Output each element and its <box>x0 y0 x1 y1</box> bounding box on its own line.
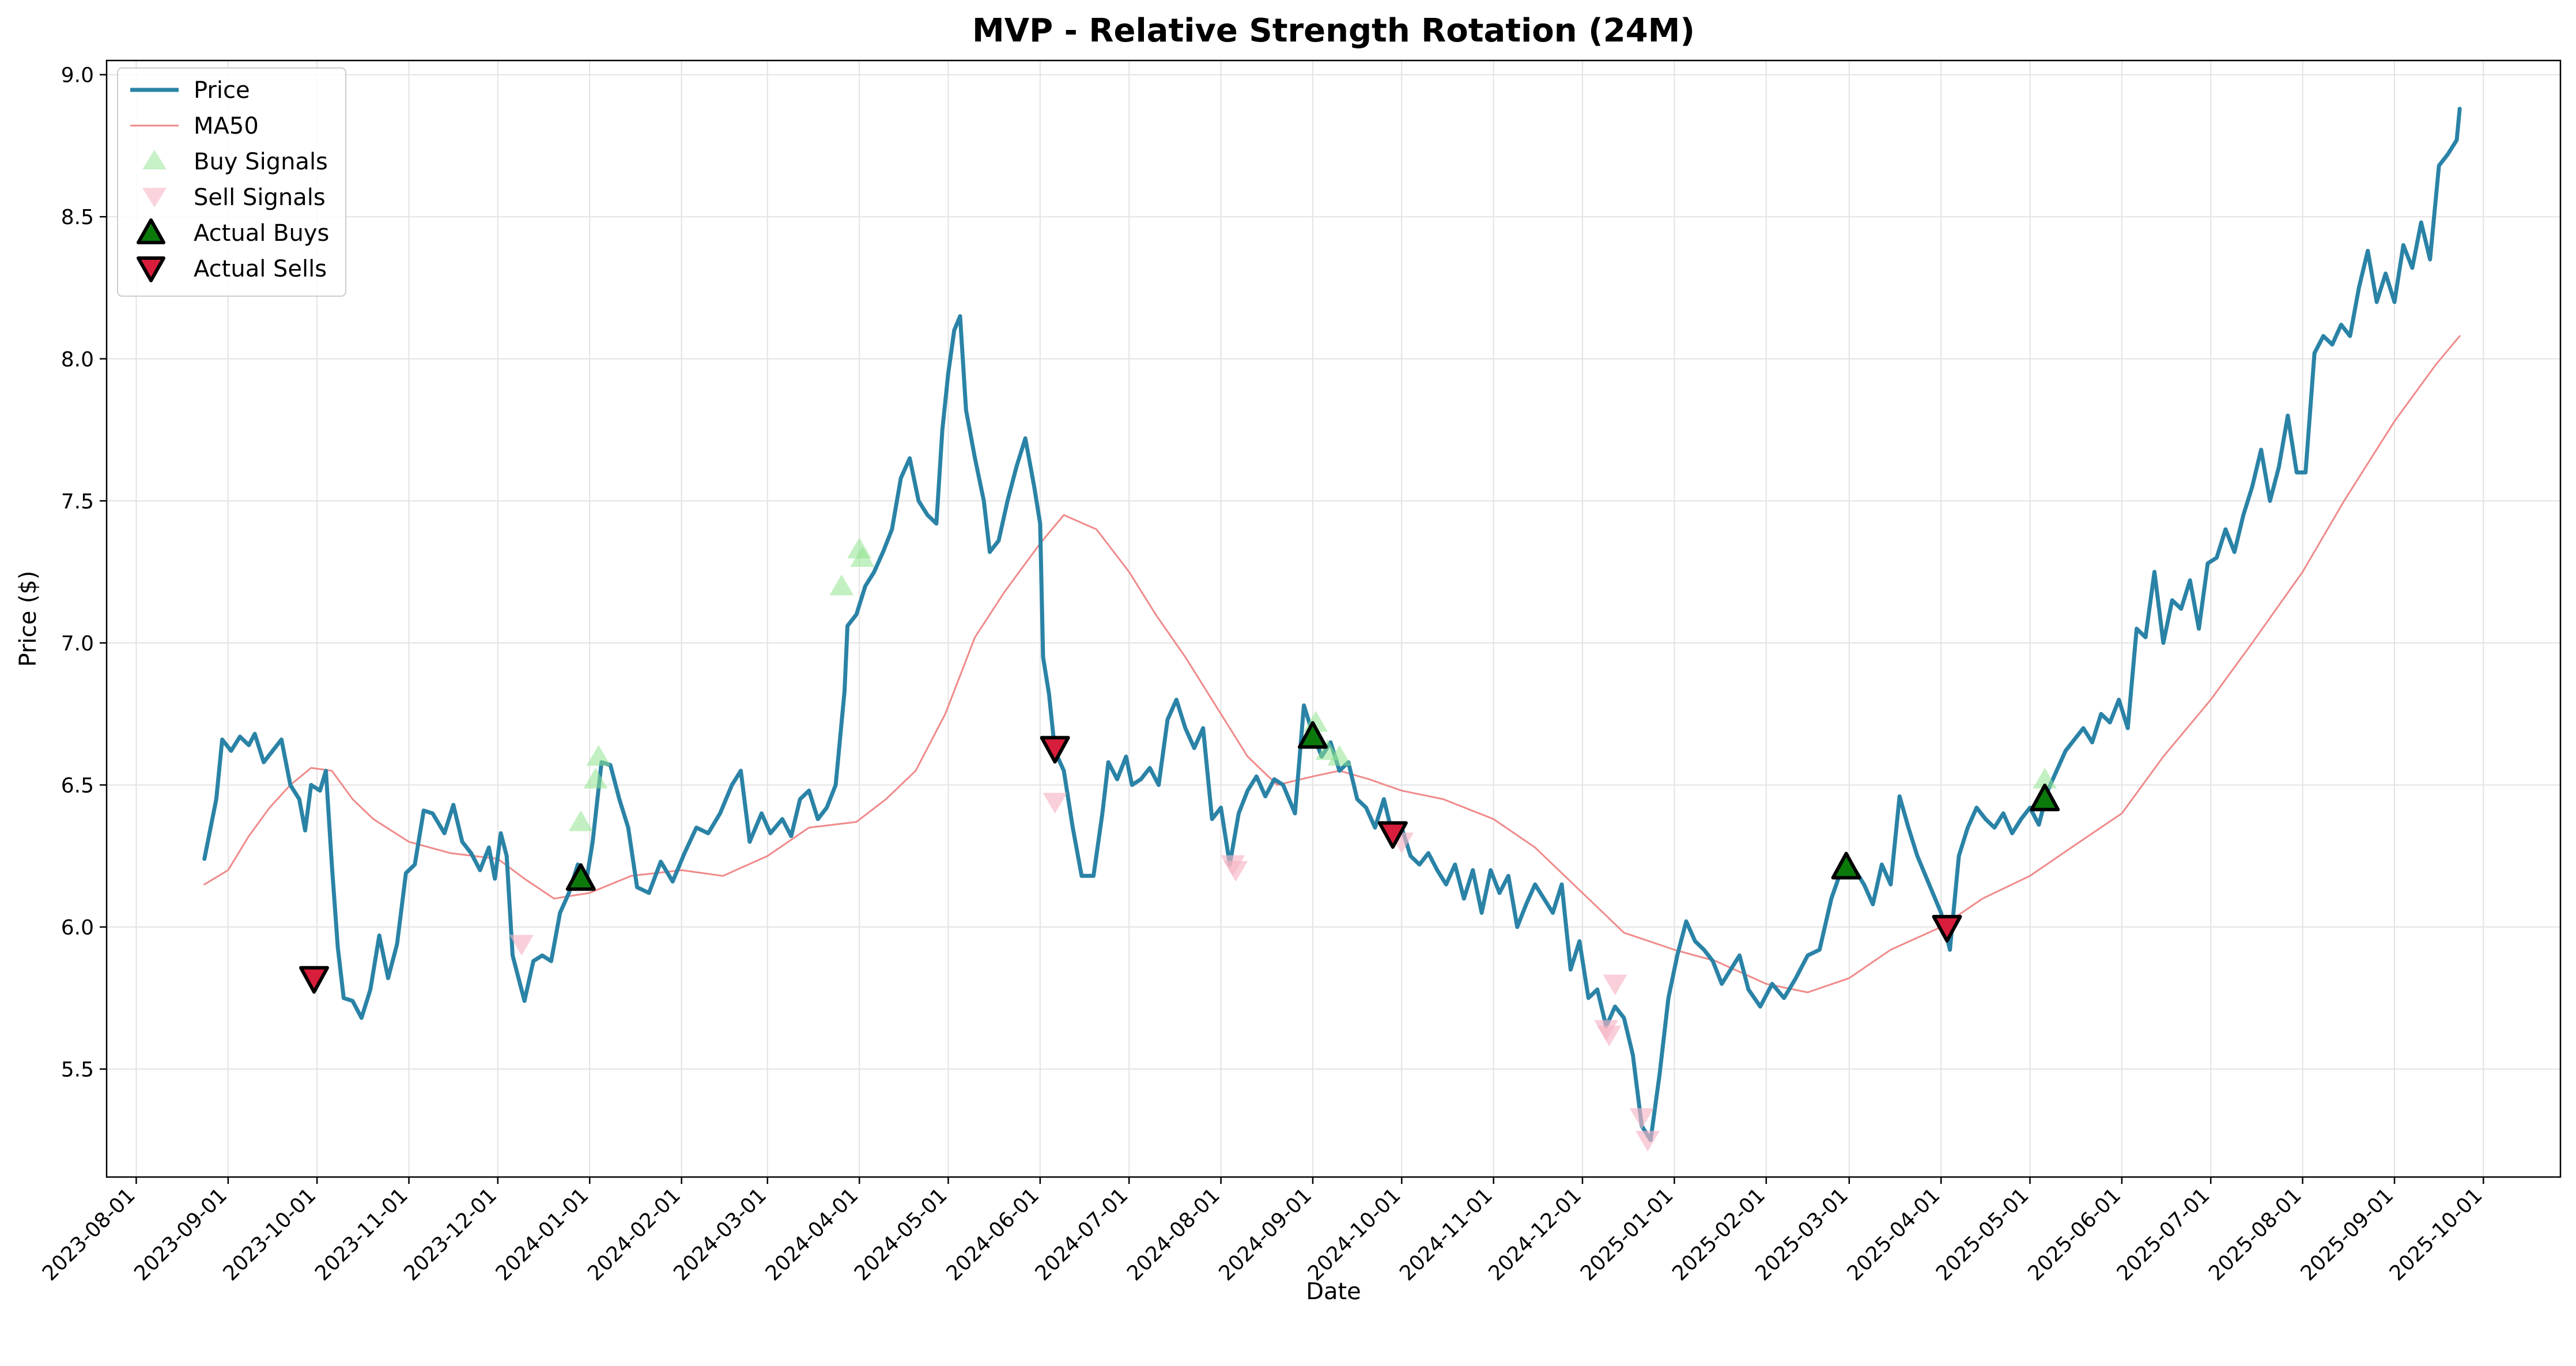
price-series <box>202 107 2462 1142</box>
x-tick-label: 2025-05-01 <box>1932 1183 2034 1285</box>
legend-ma50-label: MA50 <box>194 113 259 139</box>
actual-buy-marker <box>565 863 596 891</box>
x-tick-label: 2024-08-01 <box>1123 1183 1225 1285</box>
y-axis-ticks: 5.5 6.0 6.5 7.0 7.5 8.0 8.5 9.0 <box>61 64 107 1082</box>
y-axis-title: Price ($) <box>15 571 41 667</box>
y-tick-label: 9.0 <box>61 64 94 88</box>
x-tick-label: 2025-04-01 <box>1843 1183 1945 1285</box>
x-tick-label: 2024-09-01 <box>1214 1183 1316 1285</box>
sell-signal-marker <box>1223 861 1248 882</box>
signal-markers <box>509 538 2057 1152</box>
y-tick-label: 5.5 <box>61 1058 94 1082</box>
price-line <box>202 107 2462 1142</box>
x-axis-title: Date <box>1306 1278 1361 1305</box>
x-tick-label: 2023-12-01 <box>399 1183 501 1285</box>
actual-buy-marker <box>1831 852 1861 880</box>
buy-signal-marker <box>2033 767 2057 789</box>
actual-buy-marker <box>1298 721 1328 749</box>
buy-signal-marker <box>1315 739 1340 760</box>
legend-actual-buy-label: Actual Buys <box>194 220 329 247</box>
y-tick-label: 8.0 <box>61 348 94 372</box>
actual-sell-marker <box>299 966 329 994</box>
x-tick-label: 2024-07-01 <box>1031 1183 1133 1285</box>
sell-signal-marker <box>1636 1130 1660 1152</box>
legend-sell-signal-marker <box>142 188 167 207</box>
y-tick-label: 6.5 <box>61 774 94 797</box>
x-tick-label: 2025-06-01 <box>2023 1183 2125 1285</box>
x-tick-label: 2024-03-01 <box>669 1183 771 1285</box>
x-tick-label: 2025-01-01 <box>1576 1183 1678 1285</box>
actual-sell-marker <box>1040 736 1070 764</box>
legend-actual-buy-marker <box>137 218 165 244</box>
x-tick-label: 2023-08-01 <box>38 1183 140 1285</box>
x-tick-label: 2024-04-01 <box>761 1183 863 1285</box>
buy-signal-marker <box>583 767 608 789</box>
x-tick-label: 2023-09-01 <box>130 1183 232 1285</box>
legend-actual-sell-marker <box>137 256 165 282</box>
buy-signal-marker <box>850 546 875 567</box>
ma50-series <box>203 335 2461 993</box>
sell-signal-marker <box>1043 793 1067 814</box>
legend-actual-sell-label: Actual Sells <box>194 256 327 282</box>
legend-buy-signal-label: Buy Signals <box>194 149 328 175</box>
chart-title: MVP - Relative Strength Rotation (24M) <box>972 12 1695 50</box>
legend-buy-signal-marker <box>142 150 167 169</box>
y-tick-label: 8.5 <box>61 206 94 229</box>
x-tick-label: 2023-10-01 <box>219 1183 321 1285</box>
x-tick-label: 2024-12-01 <box>1484 1183 1586 1285</box>
legend-sell-signal-label: Sell Signals <box>194 184 326 211</box>
x-tick-label: 2023-11-01 <box>311 1183 413 1285</box>
y-tick-label: 7.5 <box>61 490 94 513</box>
x-tick-label: 2024-01-01 <box>492 1183 594 1285</box>
x-tick-label: 2024-06-01 <box>942 1183 1044 1285</box>
plot-frame <box>105 59 2562 1178</box>
buy-signal-marker <box>568 810 593 831</box>
buy-signal-marker <box>586 745 611 766</box>
buy-signal-marker <box>829 574 854 596</box>
sell-signal-marker <box>1597 1026 1622 1047</box>
sell-signal-marker <box>1629 1108 1654 1129</box>
x-tick-label: 2025-07-01 <box>2113 1183 2215 1285</box>
x-tick-label: 2024-05-01 <box>850 1183 952 1285</box>
y-tick-label: 7.0 <box>61 632 94 656</box>
x-tick-label: 2024-11-01 <box>1395 1183 1497 1285</box>
legend-price-label: Price <box>194 77 250 104</box>
sell-signal-marker <box>1603 974 1627 996</box>
x-tick-label: 2024-10-01 <box>1304 1183 1406 1285</box>
ma50-line <box>203 335 2461 993</box>
actual-sell-marker <box>1932 915 1962 943</box>
legend: Price MA50 Buy Signals Sell Signals Actu… <box>117 67 346 297</box>
buy-signal-marker <box>1327 745 1352 766</box>
x-axis-ticks: 2023-08-012023-09-012023-10-012023-11-01… <box>38 1177 2487 1285</box>
x-tick-label: 2025-08-01 <box>2204 1183 2306 1285</box>
actual-sell-marker <box>1377 821 1408 849</box>
actual-trade-markers <box>299 721 2060 994</box>
x-tick-label: 2025-10-01 <box>2385 1183 2487 1285</box>
x-tick-label: 2025-09-01 <box>2296 1183 2398 1285</box>
gridlines <box>107 60 2560 1177</box>
sell-signal-marker <box>509 934 534 956</box>
actual-buy-marker <box>2030 784 2060 812</box>
y-tick-label: 6.0 <box>61 916 94 940</box>
